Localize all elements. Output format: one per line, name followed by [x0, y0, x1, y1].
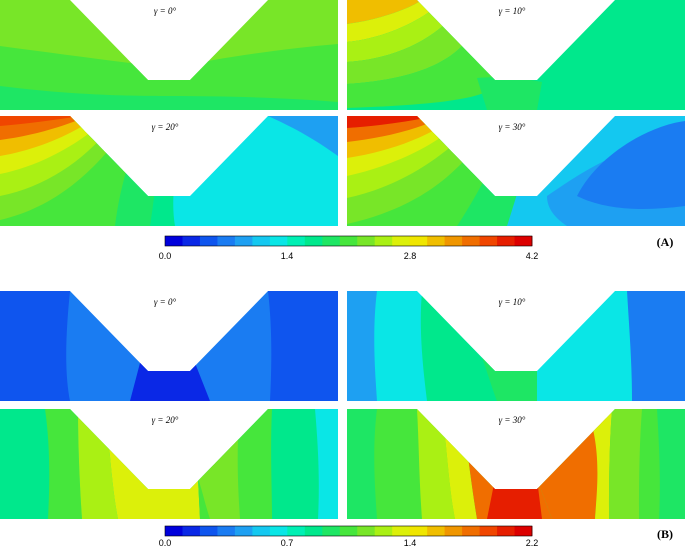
- colorbar-swatch: [234, 236, 253, 246]
- colorbar-swatch: [217, 236, 236, 246]
- colorbar-tick: 0.0: [159, 251, 172, 261]
- contour-panel: γ = 10°: [347, 291, 685, 401]
- colorbar-swatch: [462, 236, 480, 246]
- colorbar-swatch: [479, 526, 498, 536]
- colorbar-tick: 1.4: [404, 538, 417, 547]
- colorbar-tick: 0.0: [159, 538, 172, 547]
- colorbar-swatch: [514, 526, 533, 536]
- colorbar-swatch: [462, 526, 480, 536]
- colorbar-swatch: [304, 236, 323, 246]
- colorbar-swatch: [392, 526, 411, 536]
- colorbar-swatches: [165, 526, 533, 536]
- colorbar-swatch: [234, 526, 253, 536]
- colorbar-swatch: [444, 526, 463, 536]
- panel-title: γ = 0°: [154, 6, 177, 16]
- panel-title: γ = 10°: [499, 6, 526, 16]
- contour-panel: γ = 0°: [0, 291, 338, 401]
- contour-panel: γ = 30°: [347, 409, 685, 519]
- colorbar-tick: 4.2: [526, 251, 539, 261]
- section-b: γ = 0° γ = 10° γ = 20° γ = 30° 0.0 0.7 1…: [0, 291, 685, 547]
- colorbar-tick: 1.4: [281, 251, 294, 261]
- colorbar-swatch: [497, 236, 515, 246]
- colorbar-swatches: [165, 236, 533, 246]
- panel-title: γ = 20°: [152, 415, 179, 425]
- colorbar-swatch: [269, 526, 288, 536]
- colorbar-swatch: [392, 236, 411, 246]
- colorbar-swatch: [165, 526, 183, 536]
- colorbar-swatch: [217, 526, 236, 536]
- colorbar-swatch: [339, 526, 358, 536]
- colorbar-swatch: [287, 236, 306, 246]
- colorbar-swatch: [374, 526, 393, 536]
- colorbar-swatch: [409, 236, 428, 246]
- colorbar-swatch: [322, 526, 341, 536]
- colorbar-tick: 2.2: [526, 538, 539, 547]
- panel-title: γ = 20°: [152, 122, 179, 132]
- colorbar-swatch: [199, 236, 218, 246]
- contour-panel: γ = 0°: [0, 0, 338, 110]
- contour-panel: γ = 10°: [347, 0, 685, 110]
- colorbar-swatch: [322, 236, 341, 246]
- colorbar-swatch: [252, 236, 271, 246]
- panel-title: γ = 10°: [499, 297, 526, 307]
- colorbar-swatch: [479, 236, 498, 246]
- colorbar-swatch: [199, 526, 218, 536]
- colorbar-swatch: [269, 236, 288, 246]
- colorbar-swatch: [304, 526, 323, 536]
- colorbar-swatch: [409, 526, 428, 536]
- colorbar-swatch: [357, 526, 376, 536]
- colorbar: 0.0 0.7 1.4 2.2: [159, 525, 539, 547]
- colorbar-swatch: [182, 236, 201, 246]
- section-label: (A): [657, 235, 674, 249]
- colorbar: 0.0 1.4 2.8 4.2: [159, 235, 539, 261]
- contour-panel: γ = 20°: [0, 409, 338, 519]
- colorbar-swatch: [182, 526, 201, 536]
- panel-title: γ = 30°: [499, 122, 526, 132]
- colorbar-swatch: [374, 236, 393, 246]
- colorbar-swatch: [427, 236, 446, 246]
- contour-panel: γ = 20°: [0, 116, 338, 226]
- section-a: γ = 0° γ = 10° γ = 20° γ = 30° 0.0 1.4 2…: [0, 0, 685, 261]
- section-label: (B): [657, 527, 673, 541]
- colorbar-swatch: [357, 236, 376, 246]
- colorbar-swatch: [444, 236, 463, 246]
- colorbar-tick: 0.7: [281, 538, 294, 547]
- panel-title: γ = 0°: [154, 297, 177, 307]
- colorbar-swatch: [287, 526, 306, 536]
- colorbar-swatch: [252, 526, 271, 536]
- colorbar-swatch: [497, 526, 515, 536]
- contour-panel: γ = 30°: [347, 116, 685, 226]
- colorbar-swatch: [165, 236, 183, 246]
- colorbar-tick: 2.8: [404, 251, 417, 261]
- colorbar-swatch: [427, 526, 446, 536]
- colorbar-swatch: [514, 236, 533, 246]
- colorbar-swatch: [339, 236, 358, 246]
- panel-title: γ = 30°: [499, 415, 526, 425]
